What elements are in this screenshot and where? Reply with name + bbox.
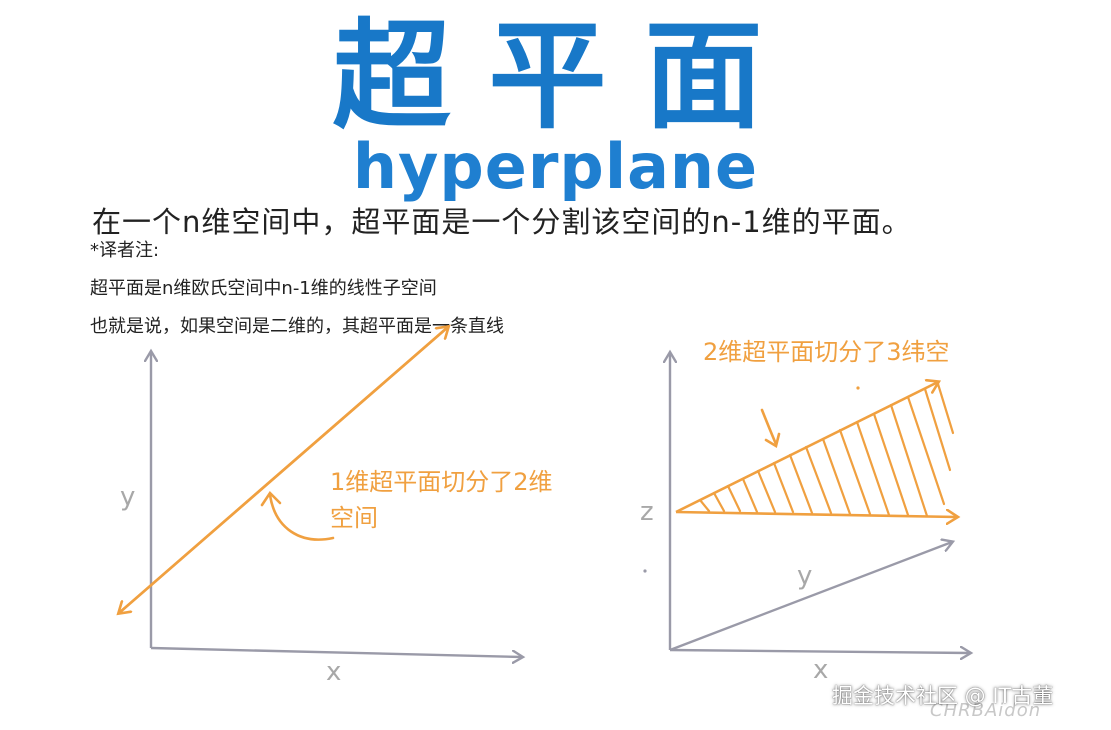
left-curved-pointer — [268, 493, 335, 541]
left-y-axis-label: y — [120, 482, 136, 512]
right-y-axis-label: y — [797, 561, 813, 591]
left-x-axis — [150, 646, 522, 657]
left-hyperplane-line — [119, 327, 448, 613]
title-english: hyperplane — [352, 130, 759, 203]
right-hyperplane-plane — [675, 382, 957, 517]
artist-signature: CHRBAidon — [930, 700, 1042, 721]
left-axes — [151, 352, 522, 657]
right-axes — [670, 353, 970, 653]
definition-text: 在一个n维空间中，超平面是一个分割该空间的n-1维的平面。 — [92, 205, 912, 239]
right-x-axis — [669, 650, 970, 653]
right-z-axis-label: z — [640, 497, 654, 527]
title-chinese: 超平面 — [332, 7, 801, 145]
translator-note-line-1: 超平面是n维欧氏空间中n-1维的线性子空间 — [90, 278, 437, 299]
watermark: 掘金技术社区 @ IT古董 — [832, 684, 1054, 708]
right-y-axis — [669, 542, 952, 652]
annotation-2d-line1: 1维超平面切分了2维 — [330, 468, 553, 496]
right-curved-pointer — [760, 408, 778, 446]
translator-note-line-2: 也就是说，如果空间是二维的，其超平面是一条直线 — [90, 316, 504, 337]
left-x-axis-label: x — [326, 657, 342, 687]
annotation-3d: 2维超平面切分了3纬空 — [703, 338, 950, 366]
translator-note-heading: *译者注: — [90, 240, 160, 261]
annotation-2d-line2: 空间 — [330, 504, 378, 532]
right-x-axis-label: x — [813, 655, 829, 685]
